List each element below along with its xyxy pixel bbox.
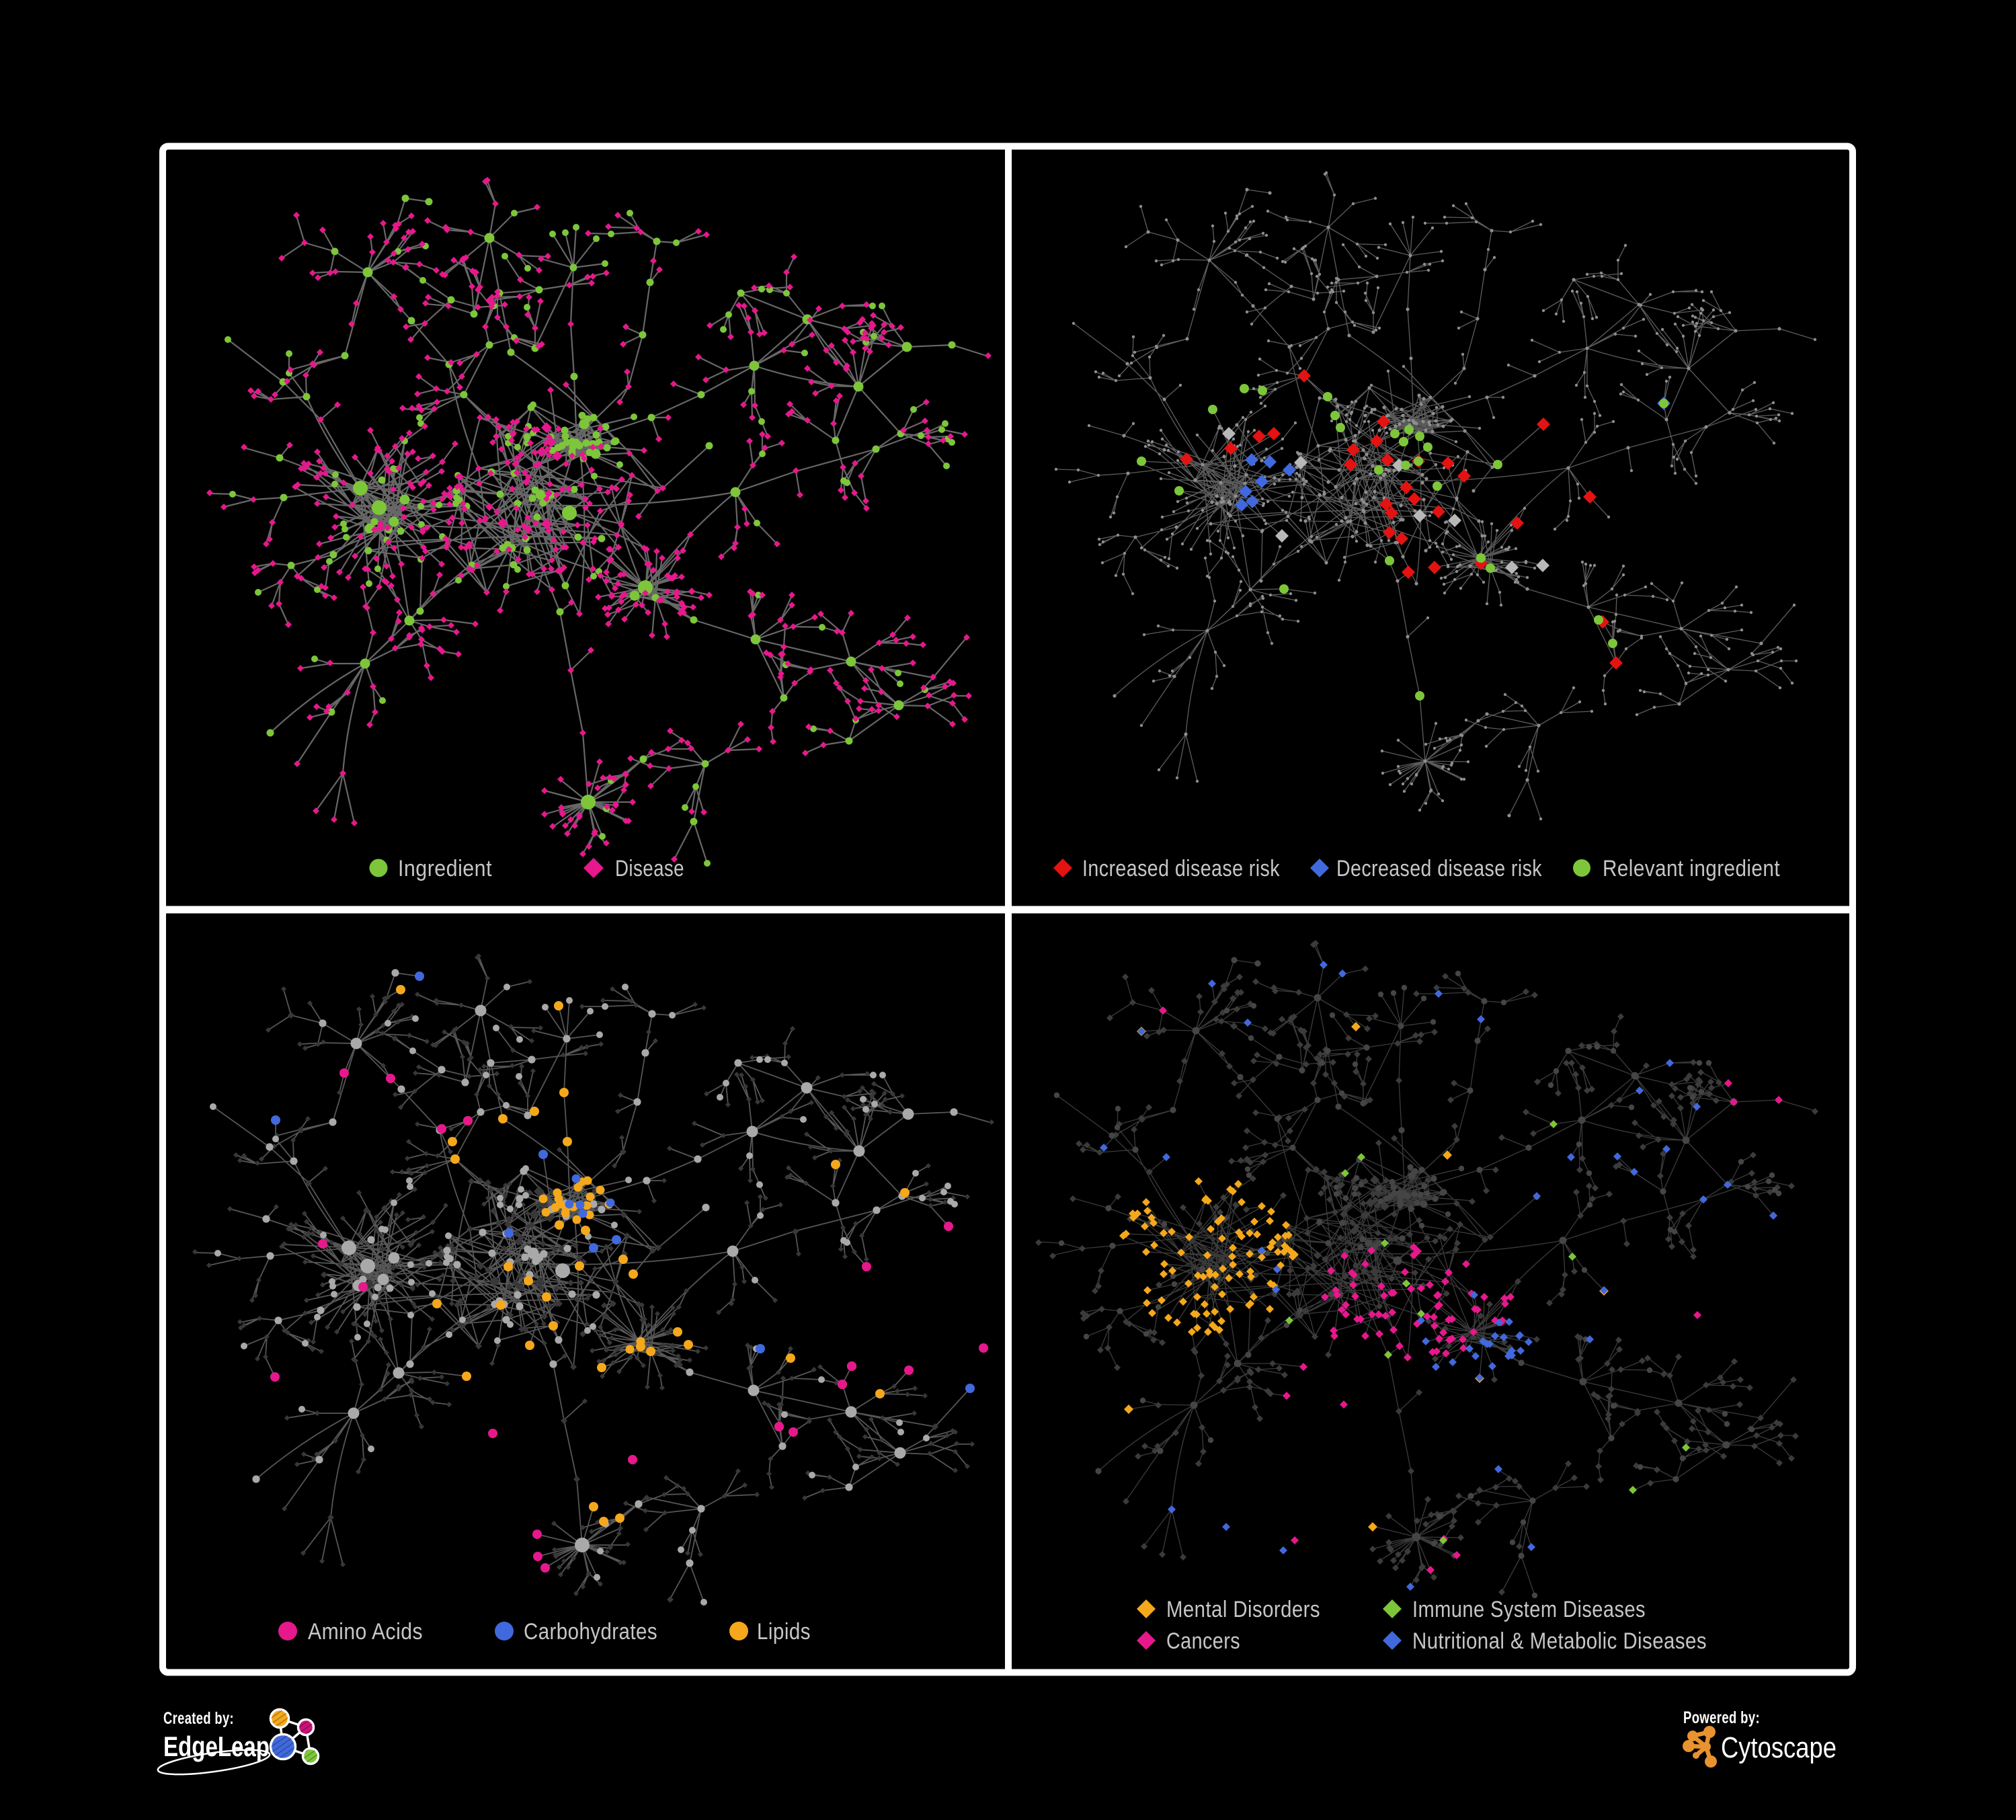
svg-text:Cytoscape: Cytoscape (1721, 1731, 1837, 1764)
svg-text:Disease: Disease (615, 856, 684, 881)
svg-text:Mental Disorders: Mental Disorders (1166, 1597, 1320, 1622)
svg-text:Created by:: Created by: (163, 1709, 234, 1728)
svg-text:Relevant ingredient: Relevant ingredient (1603, 856, 1780, 881)
svg-text:Immune System Diseases: Immune System Diseases (1412, 1597, 1646, 1622)
svg-text:Powered by:: Powered by: (1683, 1708, 1760, 1727)
svg-text:Carbohydrates: Carbohydrates (524, 1619, 657, 1645)
svg-text:Nutritional & Metabolic Diseas: Nutritional & Metabolic Diseases (1412, 1628, 1707, 1654)
svg-text:Increased disease risk: Increased disease risk (1082, 856, 1280, 881)
svg-text:EdgeLeap: EdgeLeap (163, 1731, 270, 1762)
svg-text:Decreased disease risk: Decreased disease risk (1336, 856, 1542, 881)
svg-text:Cancers: Cancers (1166, 1628, 1240, 1654)
svg-text:Ingredient: Ingredient (398, 856, 492, 881)
svg-text:Amino Acids: Amino Acids (308, 1619, 423, 1645)
svg-text:Lipids: Lipids (757, 1619, 811, 1645)
